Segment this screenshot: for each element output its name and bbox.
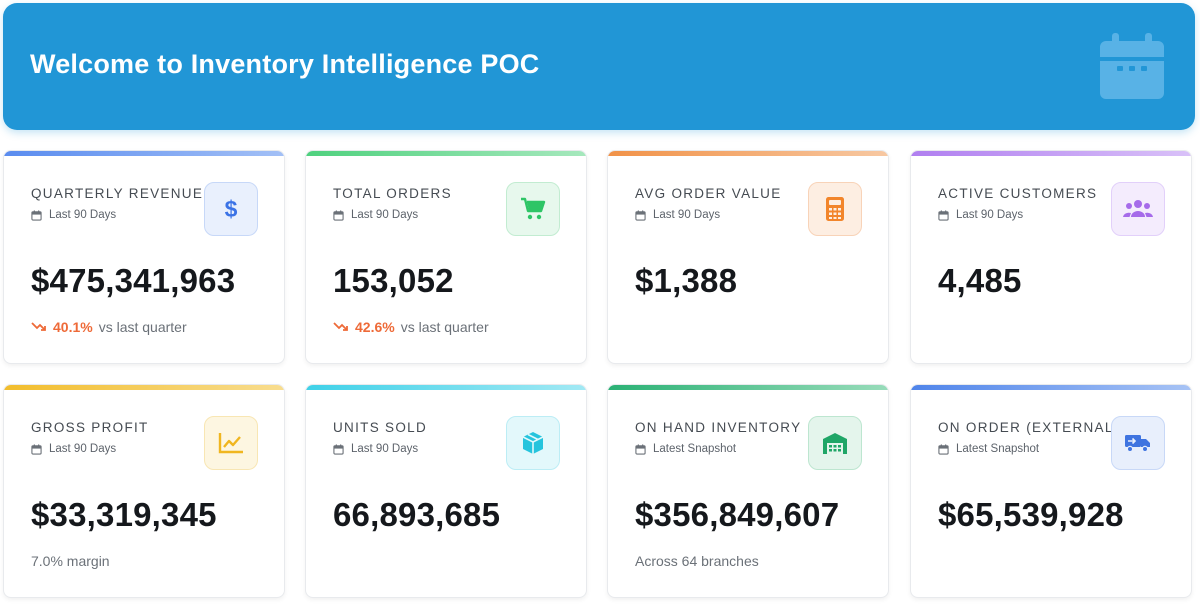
card-accent <box>4 151 284 156</box>
metric-value: $1,388 <box>635 262 738 299</box>
trend-percent: 40.1% <box>53 319 93 335</box>
card-gross-profit: GROSS PROFIT Last 90 Days $33,319,345 7.… <box>3 384 285 598</box>
calendar-icon <box>938 443 949 455</box>
dollar-icon: $ <box>204 182 258 236</box>
card-accent <box>911 151 1191 156</box>
calendar-icon <box>333 209 344 221</box>
users-icon <box>1111 182 1165 236</box>
calendar-icon <box>1100 33 1164 99</box>
card-accent <box>608 151 888 156</box>
card-subtitle-text: Last 90 Days <box>49 443 117 455</box>
metric-value: $65,539,928 <box>938 496 1124 533</box>
cart-icon <box>506 182 560 236</box>
card-subtitle: Last 90 Days <box>31 209 116 221</box>
trend-percent: 42.6% <box>355 319 395 335</box>
card-footer: Across 64 branches <box>635 553 759 569</box>
card-units-sold: UNITS SOLD Last 90 Days 66,893,685 <box>305 384 587 598</box>
trend-text: vs last quarter <box>400 319 489 335</box>
calendar-icon <box>333 443 344 455</box>
calendar-icon <box>635 209 646 221</box>
card-on-order-external: ON ORDER (EXTERNAL) Latest Snapshot $65,… <box>910 384 1192 598</box>
metric-value: $475,341,963 <box>31 262 236 299</box>
card-active-customers: ACTIVE CUSTOMERS Last 90 Days 4,485 <box>910 150 1192 364</box>
trend: 42.6% vs last quarter <box>333 319 489 335</box>
card-total-orders: TOTAL ORDERS Last 90 Days 153,052 42.6% … <box>305 150 587 364</box>
card-accent <box>911 385 1191 390</box>
calendar-icon <box>938 209 949 221</box>
card-title: AVG ORDER VALUE <box>635 186 782 201</box>
metric-value: 66,893,685 <box>333 496 501 533</box>
card-title: ON HAND INVENTORY <box>635 420 802 435</box>
card-title: ON ORDER (EXTERNAL) <box>938 420 1120 435</box>
card-title: UNITS SOLD <box>333 420 428 435</box>
trend-down-icon <box>333 322 348 331</box>
card-subtitle: Last 90 Days <box>938 209 1023 221</box>
card-quarterly-revenue: QUARTERLY REVENUE Last 90 Days $ $475,34… <box>3 150 285 364</box>
calendar-icon <box>635 443 646 455</box>
card-subtitle-text: Last 90 Days <box>653 209 721 221</box>
card-subtitle-text: Latest Snapshot <box>653 443 737 455</box>
card-accent <box>4 385 284 390</box>
card-subtitle: Last 90 Days <box>31 443 116 455</box>
svg-text:$: $ <box>225 196 238 222</box>
box-icon <box>506 416 560 470</box>
calendar-icon <box>31 209 42 221</box>
metric-value: $356,849,607 <box>635 496 840 533</box>
card-footer: 7.0% margin <box>31 553 110 569</box>
metric-value: 153,052 <box>333 262 454 299</box>
card-subtitle-text: Last 90 Days <box>351 443 419 455</box>
trend-down-icon <box>31 322 46 331</box>
warehouse-icon <box>808 416 862 470</box>
calculator-icon <box>808 182 862 236</box>
card-subtitle-text: Latest Snapshot <box>956 443 1040 455</box>
trend-text: vs last quarter <box>98 319 187 335</box>
card-subtitle: Latest Snapshot <box>635 443 736 455</box>
calendar-icon <box>31 443 42 455</box>
metric-value: $33,319,345 <box>31 496 217 533</box>
card-subtitle: Latest Snapshot <box>938 443 1039 455</box>
truck-icon <box>1111 416 1165 470</box>
card-subtitle-text: Last 90 Days <box>49 209 117 221</box>
card-title: GROSS PROFIT <box>31 420 149 435</box>
card-subtitle-text: Last 90 Days <box>351 209 419 221</box>
line-chart-icon <box>204 416 258 470</box>
card-subtitle-text: Last 90 Days <box>956 209 1024 221</box>
card-accent <box>306 151 586 156</box>
metric-value: 4,485 <box>938 262 1022 299</box>
card-title: QUARTERLY REVENUE <box>31 186 204 201</box>
trend: 40.1% vs last quarter <box>31 319 187 335</box>
welcome-banner: Welcome to Inventory Intelligence POC <box>3 3 1195 130</box>
card-accent <box>608 385 888 390</box>
page-title: Welcome to Inventory Intelligence POC <box>30 49 540 79</box>
card-avg-order-value: AVG ORDER VALUE Last 90 Days $1,388 <box>607 150 889 364</box>
card-on-hand-inventory: ON HAND INVENTORY Latest Snapshot $356,8… <box>607 384 889 598</box>
card-accent <box>306 385 586 390</box>
card-subtitle: Last 90 Days <box>333 443 418 455</box>
card-title: ACTIVE CUSTOMERS <box>938 186 1098 201</box>
card-subtitle: Last 90 Days <box>333 209 418 221</box>
card-title: TOTAL ORDERS <box>333 186 452 201</box>
card-subtitle: Last 90 Days <box>635 209 720 221</box>
